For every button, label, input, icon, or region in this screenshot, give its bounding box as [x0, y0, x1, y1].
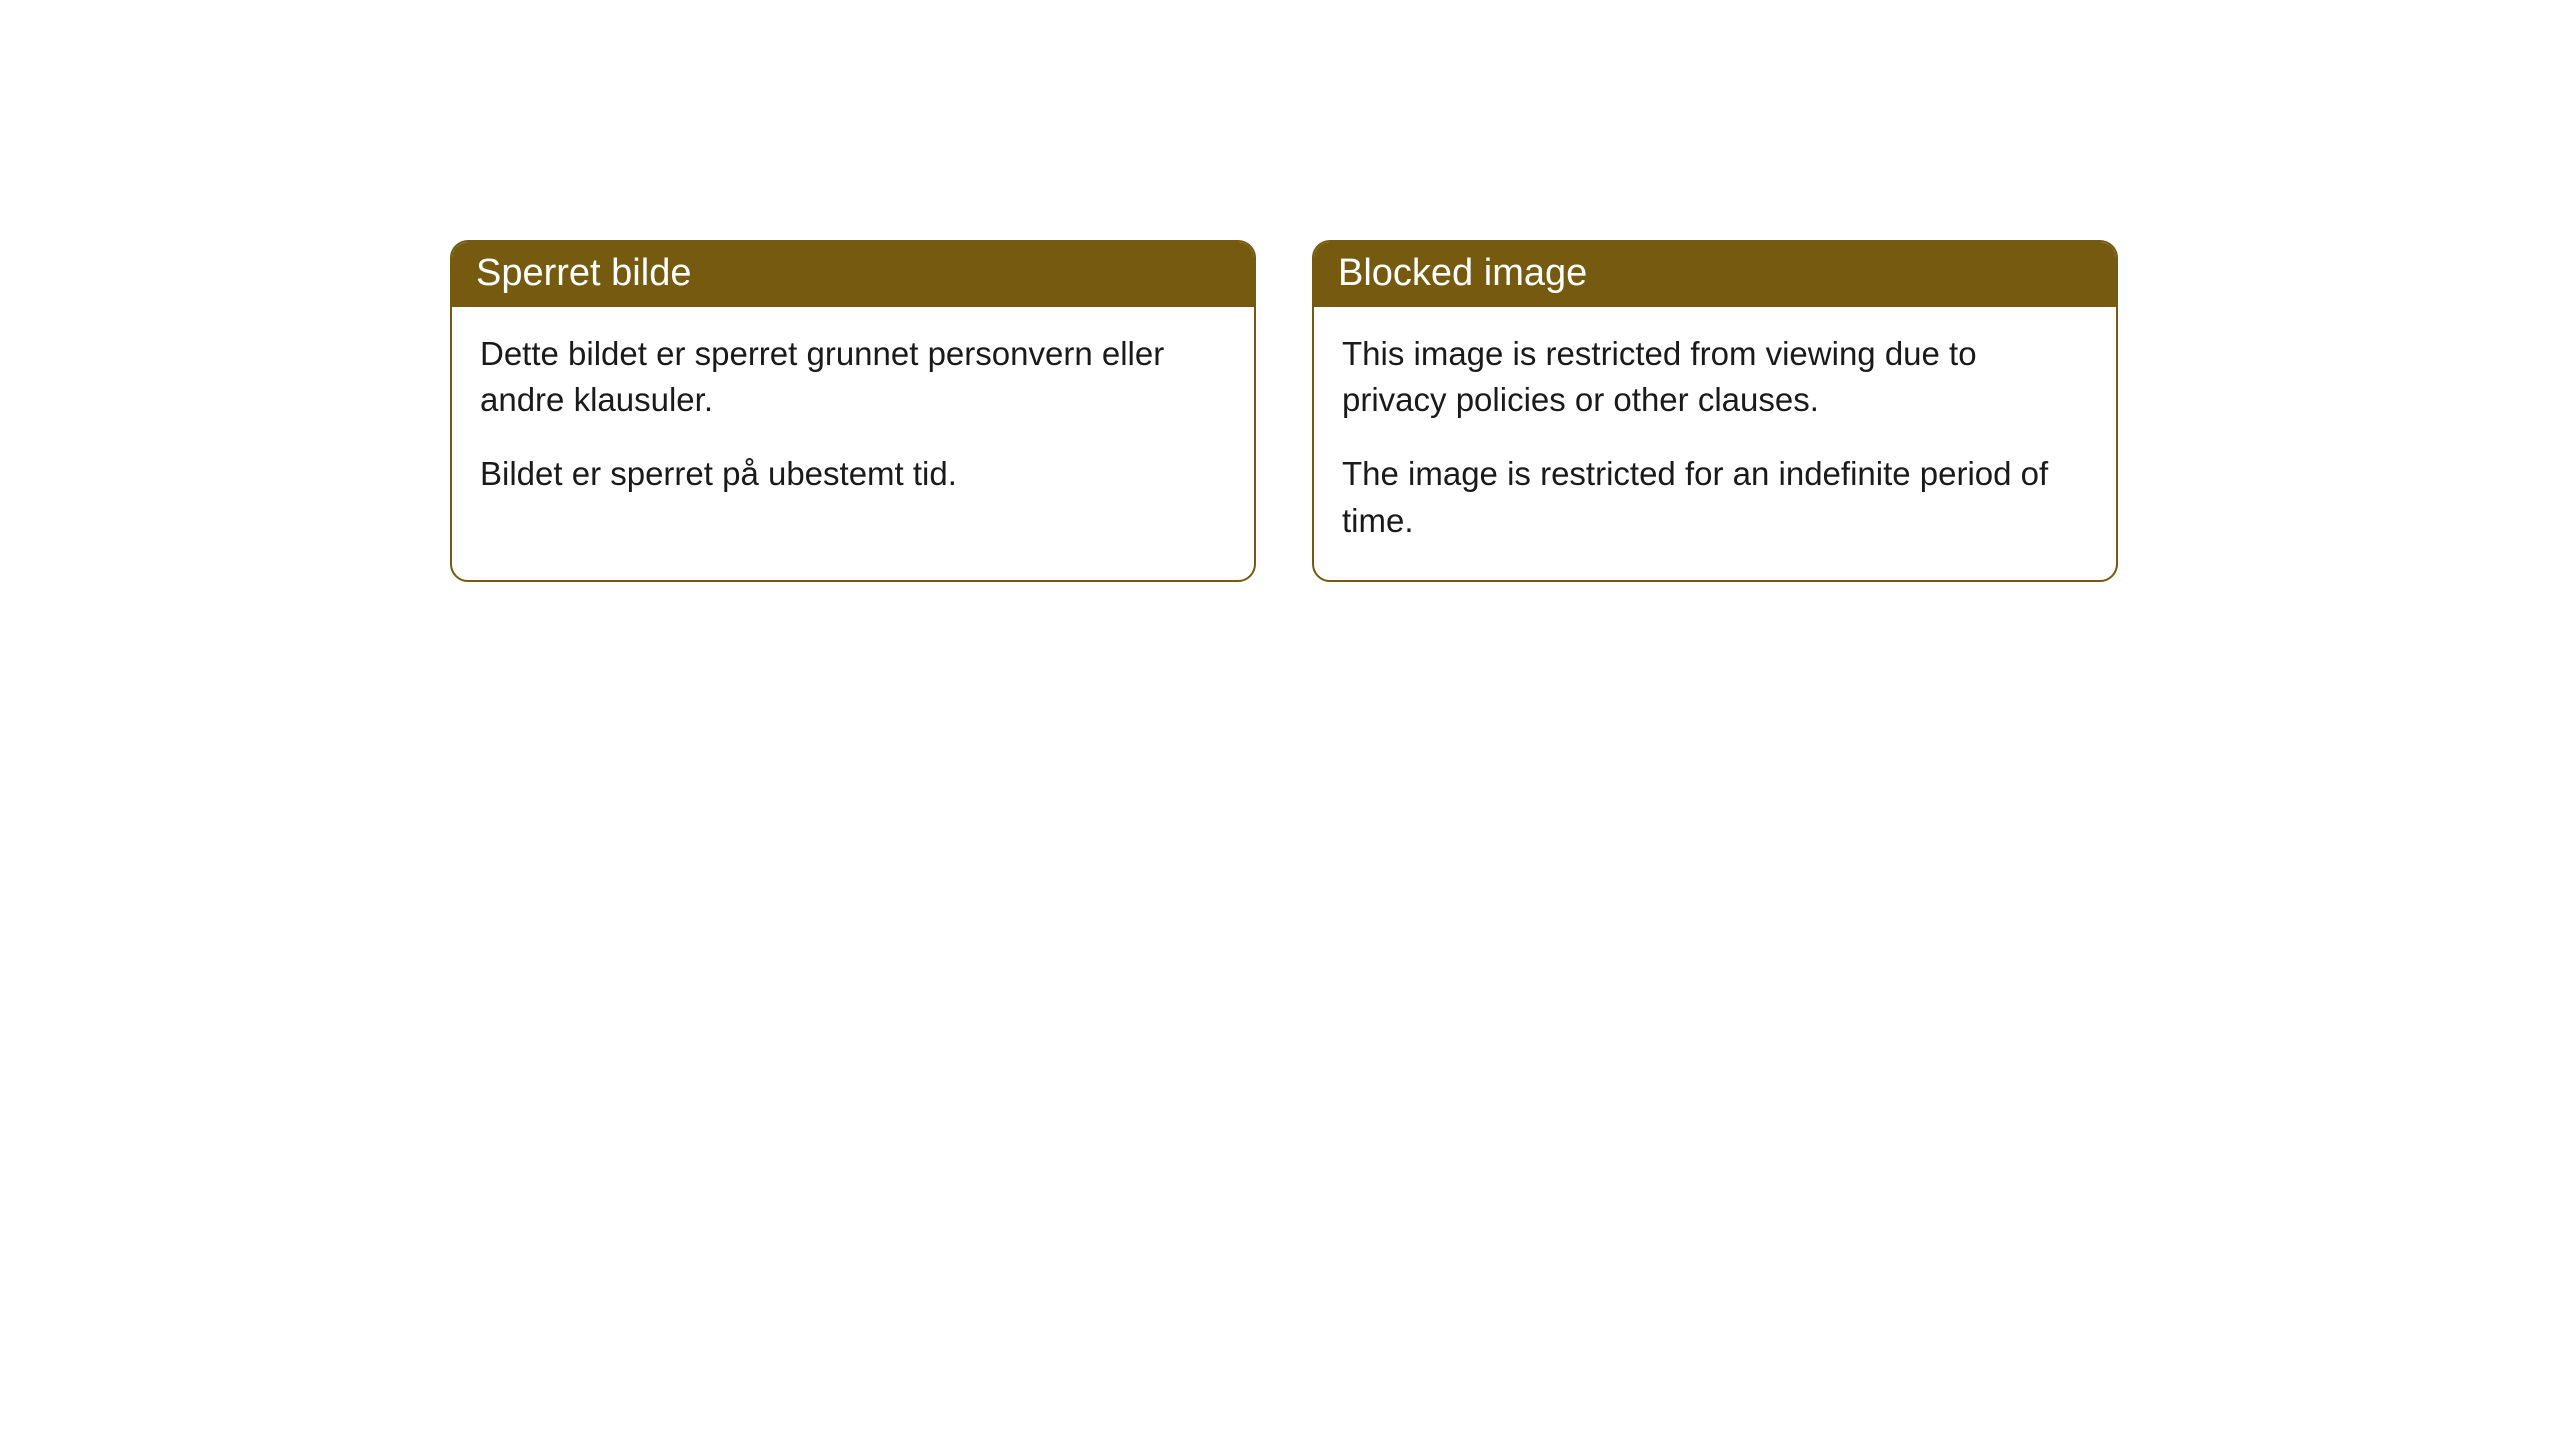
card-paragraph: The image is restricted for an indefinit…: [1342, 451, 2088, 543]
blocked-image-card-no: Sperret bilde Dette bildet er sperret gr…: [450, 240, 1256, 582]
card-title: Sperret bilde: [476, 252, 691, 294]
card-body: Dette bildet er sperret grunnet personve…: [452, 307, 1254, 534]
card-body: This image is restricted from viewing du…: [1314, 307, 2116, 580]
card-header: Blocked image: [1314, 242, 2116, 307]
card-paragraph: Bildet er sperret på ubestemt tid.: [480, 451, 1226, 497]
card-title: Blocked image: [1338, 252, 1587, 294]
card-paragraph: Dette bildet er sperret grunnet personve…: [480, 331, 1226, 423]
card-container: Sperret bilde Dette bildet er sperret gr…: [0, 0, 2560, 582]
blocked-image-card-en: Blocked image This image is restricted f…: [1312, 240, 2118, 582]
card-paragraph: This image is restricted from viewing du…: [1342, 331, 2088, 423]
card-header: Sperret bilde: [452, 242, 1254, 307]
